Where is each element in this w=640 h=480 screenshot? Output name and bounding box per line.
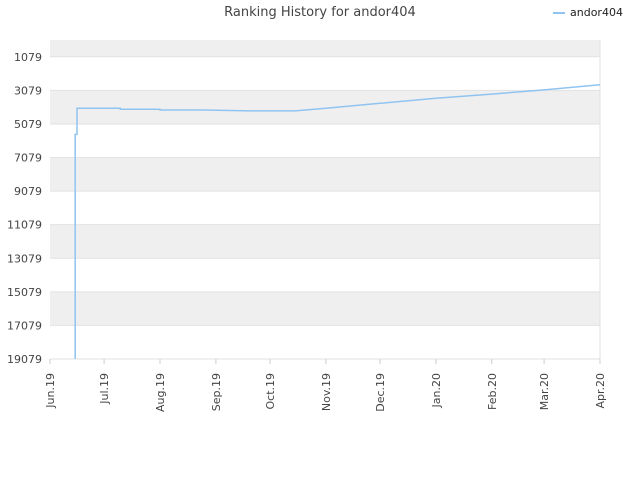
grid-band bbox=[50, 123, 600, 158]
y-tick-label: 19079 bbox=[7, 353, 42, 366]
grid-band bbox=[50, 40, 600, 57]
x-tick-label: Jan.20 bbox=[430, 373, 443, 408]
grid-band bbox=[50, 191, 600, 225]
x-tick-label: Jul.19 bbox=[98, 373, 111, 405]
grid-lines bbox=[50, 40, 601, 360]
y-tick-label: 15079 bbox=[7, 286, 42, 299]
series-line bbox=[74, 84, 601, 359]
grid-band bbox=[50, 90, 600, 124]
y-axis: 1079 3079 5079 7079 9079 11079 13079 15079 17079… bbox=[7, 51, 42, 366]
x-tick-label: Mar.20 bbox=[538, 373, 551, 410]
y-tick-label: 1079 bbox=[14, 51, 42, 64]
plot-area bbox=[74, 84, 601, 359]
x-tick-label: Feb.20 bbox=[486, 373, 499, 410]
x-tick-label: Sep.19 bbox=[210, 373, 223, 411]
y-tick-label: 3079 bbox=[14, 84, 42, 97]
legend-label: andor404 bbox=[570, 6, 623, 19]
chart-title: Ranking History for andor404 bbox=[224, 5, 416, 20]
y-tick-label: 13079 bbox=[7, 252, 42, 265]
grid-band bbox=[50, 157, 600, 192]
x-tick-label: Nov.19 bbox=[320, 373, 333, 411]
x-tick-label: Dec.19 bbox=[374, 373, 387, 412]
y-tick-label: 17079 bbox=[7, 319, 42, 332]
legend[interactable]: andor404 bbox=[553, 6, 623, 19]
x-tick-label: Apr.20 bbox=[594, 373, 607, 409]
x-tick-label: Aug.19 bbox=[154, 373, 167, 412]
y-tick-label: 5079 bbox=[14, 118, 42, 131]
grid-bands bbox=[50, 40, 600, 359]
grid-band bbox=[50, 56, 600, 91]
y-tick-label: 7079 bbox=[14, 152, 42, 165]
grid-band bbox=[50, 291, 600, 326]
x-axis: Jun.19 Jul.19 Aug.19 Sep.19 Oct.19 Nov.19 Dec.… bbox=[44, 359, 607, 412]
grid-band bbox=[50, 325, 600, 359]
y-tick-label: 9079 bbox=[14, 185, 42, 198]
y-tick-label: 11079 bbox=[7, 219, 42, 232]
grid-band bbox=[50, 224, 600, 259]
x-tick-label: Jun.19 bbox=[44, 373, 57, 409]
grid-band bbox=[50, 258, 600, 292]
x-tick-label: Oct.19 bbox=[264, 373, 277, 410]
